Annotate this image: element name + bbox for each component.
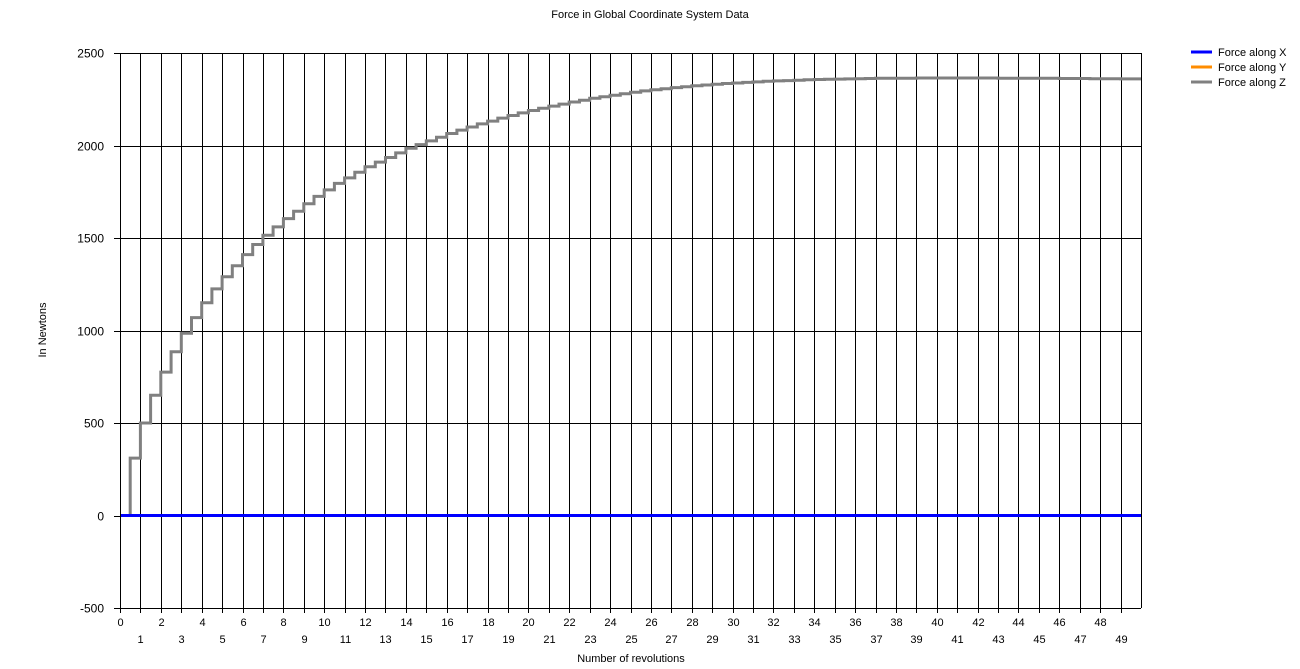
x-axis-tick-labels: 0123456789101112131415161718192021222324… [117, 617, 1127, 646]
x-tick-label: 19 [502, 634, 514, 646]
legend-label: Force along Y [1218, 62, 1287, 74]
x-tick-label: 33 [788, 634, 800, 646]
y-axis-tick-labels: 2500 2000 1500 1000 500 0 -500 [77, 47, 104, 616]
x-tick-label: 40 [931, 617, 943, 629]
x-tick-label: 28 [686, 617, 698, 629]
y-tick-label: 1500 [77, 232, 104, 246]
x-tick-label: 27 [665, 634, 677, 646]
x-tick-label: 0 [117, 617, 123, 629]
x-tick-label: 34 [808, 617, 820, 629]
x-tick-label: 30 [727, 617, 739, 629]
x-tick-label: 43 [992, 634, 1004, 646]
y-tick-label: 2000 [77, 140, 104, 154]
x-tick-label: 38 [890, 617, 902, 629]
x-tick-label: 42 [972, 617, 984, 629]
x-tick-label: 41 [951, 634, 963, 646]
y-axis-label: In Newtons [37, 302, 49, 358]
plot-series [120, 76, 1141, 517]
legend-item: Force along Z [1191, 77, 1286, 89]
horizontal-gridlines [120, 53, 1141, 609]
x-tick-label: 49 [1115, 634, 1127, 646]
x-tick-label: 15 [420, 634, 432, 646]
legend-item: Force along X [1191, 47, 1287, 59]
x-tick-label: 10 [318, 617, 330, 629]
vertical-gridlines [140, 53, 1142, 608]
x-tick-label: 46 [1053, 617, 1065, 629]
x-tick-label: 39 [910, 634, 922, 646]
x-tick-label: 1 [137, 634, 143, 646]
chart-title: Force in Global Coordinate System Data [551, 9, 749, 21]
x-tick-label: 9 [301, 634, 307, 646]
y-tick-label: 0 [97, 510, 104, 524]
x-tick-label: 7 [260, 634, 266, 646]
x-tick-label: 14 [400, 617, 412, 629]
x-tick-label: 31 [747, 634, 759, 646]
x-tick-label: 22 [563, 617, 575, 629]
y-tick-label: 1000 [77, 325, 104, 339]
x-tick-label: 18 [482, 617, 494, 629]
axes [114, 53, 1141, 613]
x-tick-label: 16 [441, 617, 453, 629]
y-tick-label: -500 [80, 602, 104, 616]
x-tick-label: 20 [522, 617, 534, 629]
x-tick-label: 3 [178, 634, 184, 646]
x-tick-label: 8 [280, 617, 286, 629]
legend-item: Force along Y [1191, 62, 1287, 74]
y-tick-label: 500 [84, 417, 104, 431]
x-tick-label: 4 [199, 617, 205, 629]
x-tick-label: 29 [706, 634, 718, 646]
x-tick-label: 48 [1094, 617, 1106, 629]
x-tick-label: 2 [158, 617, 164, 629]
x-tick-label: 37 [870, 634, 882, 646]
legend: Force along X Force along Y Force along Z [1191, 47, 1287, 89]
x-axis-label: Number of revolutions [577, 653, 685, 665]
x-tick-label: 25 [625, 634, 637, 646]
x-tick-label: 23 [584, 634, 596, 646]
x-tick-label: 47 [1074, 634, 1086, 646]
x-tick-label: 12 [359, 617, 371, 629]
x-tick-label: 6 [240, 617, 246, 629]
x-tick-label: 11 [340, 634, 351, 646]
x-tick-label: 13 [379, 634, 391, 646]
legend-label: Force along Z [1218, 77, 1286, 89]
x-tick-label: 17 [461, 634, 473, 646]
x-tick-label: 21 [543, 634, 555, 646]
legend-label: Force along X [1218, 47, 1287, 59]
x-tick-label: 45 [1033, 634, 1045, 646]
x-tick-label: 35 [829, 634, 841, 646]
y-tick-label: 2500 [77, 47, 104, 61]
x-tick-label: 32 [767, 617, 779, 629]
x-tick-label: 36 [849, 617, 861, 629]
x-tick-label: 5 [219, 634, 225, 646]
x-tick-label: 24 [604, 617, 616, 629]
x-tick-label: 44 [1012, 617, 1024, 629]
series-line-force-along-z [120, 76, 1141, 517]
x-tick-label: 26 [645, 617, 657, 629]
